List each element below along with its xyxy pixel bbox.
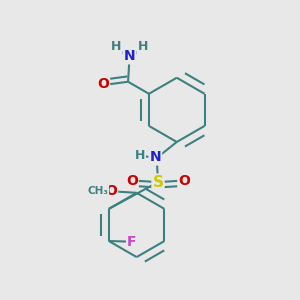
Text: H: H <box>111 40 121 53</box>
Text: O: O <box>105 184 117 199</box>
Text: O: O <box>97 77 109 92</box>
Text: H: H <box>135 149 145 162</box>
Text: N: N <box>149 151 161 164</box>
Text: N: N <box>124 49 135 63</box>
Text: CH₃: CH₃ <box>87 187 108 196</box>
Text: F: F <box>127 235 136 248</box>
Text: O: O <box>126 174 138 188</box>
Text: H: H <box>138 40 148 53</box>
Text: O: O <box>178 174 190 188</box>
Text: S: S <box>152 175 164 190</box>
